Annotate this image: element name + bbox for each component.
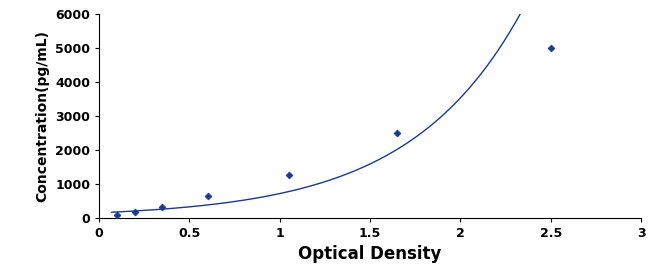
- X-axis label: Optical Density: Optical Density: [299, 245, 442, 263]
- Y-axis label: Concentration(pg/mL): Concentration(pg/mL): [36, 30, 50, 202]
